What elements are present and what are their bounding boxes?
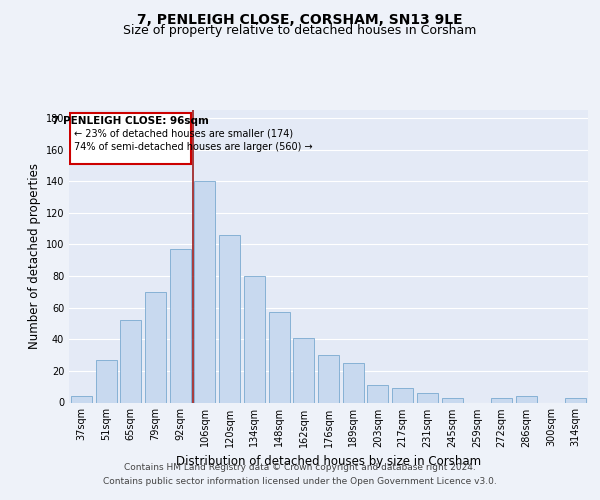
Y-axis label: Number of detached properties: Number of detached properties bbox=[28, 163, 41, 349]
Text: Contains HM Land Registry data © Crown copyright and database right 2024.: Contains HM Land Registry data © Crown c… bbox=[124, 464, 476, 472]
Bar bbox=[269, 312, 290, 402]
Text: Size of property relative to detached houses in Corsham: Size of property relative to detached ho… bbox=[124, 24, 476, 37]
Bar bbox=[318, 355, 339, 403]
Bar bbox=[491, 398, 512, 402]
Bar bbox=[343, 363, 364, 403]
Bar bbox=[417, 393, 438, 402]
Text: ← 23% of detached houses are smaller (174): ← 23% of detached houses are smaller (17… bbox=[74, 129, 293, 139]
Bar bbox=[367, 385, 388, 402]
Bar bbox=[392, 388, 413, 402]
Text: 7, PENLEIGH CLOSE, CORSHAM, SN13 9LE: 7, PENLEIGH CLOSE, CORSHAM, SN13 9LE bbox=[137, 12, 463, 26]
Bar bbox=[219, 235, 240, 402]
Bar bbox=[70, 113, 191, 164]
X-axis label: Distribution of detached houses by size in Corsham: Distribution of detached houses by size … bbox=[176, 455, 481, 468]
Text: 7 PENLEIGH CLOSE: 96sqm: 7 PENLEIGH CLOSE: 96sqm bbox=[52, 116, 209, 126]
Bar bbox=[120, 320, 141, 402]
Bar bbox=[442, 398, 463, 402]
Bar bbox=[145, 292, 166, 403]
Bar bbox=[95, 360, 116, 403]
Bar bbox=[170, 249, 191, 402]
Text: Contains public sector information licensed under the Open Government Licence v3: Contains public sector information licen… bbox=[103, 477, 497, 486]
Bar bbox=[293, 338, 314, 402]
Bar bbox=[244, 276, 265, 402]
Text: 74% of semi-detached houses are larger (560) →: 74% of semi-detached houses are larger (… bbox=[74, 142, 313, 152]
Bar bbox=[565, 398, 586, 402]
Bar bbox=[516, 396, 537, 402]
Bar bbox=[71, 396, 92, 402]
Bar bbox=[194, 181, 215, 402]
